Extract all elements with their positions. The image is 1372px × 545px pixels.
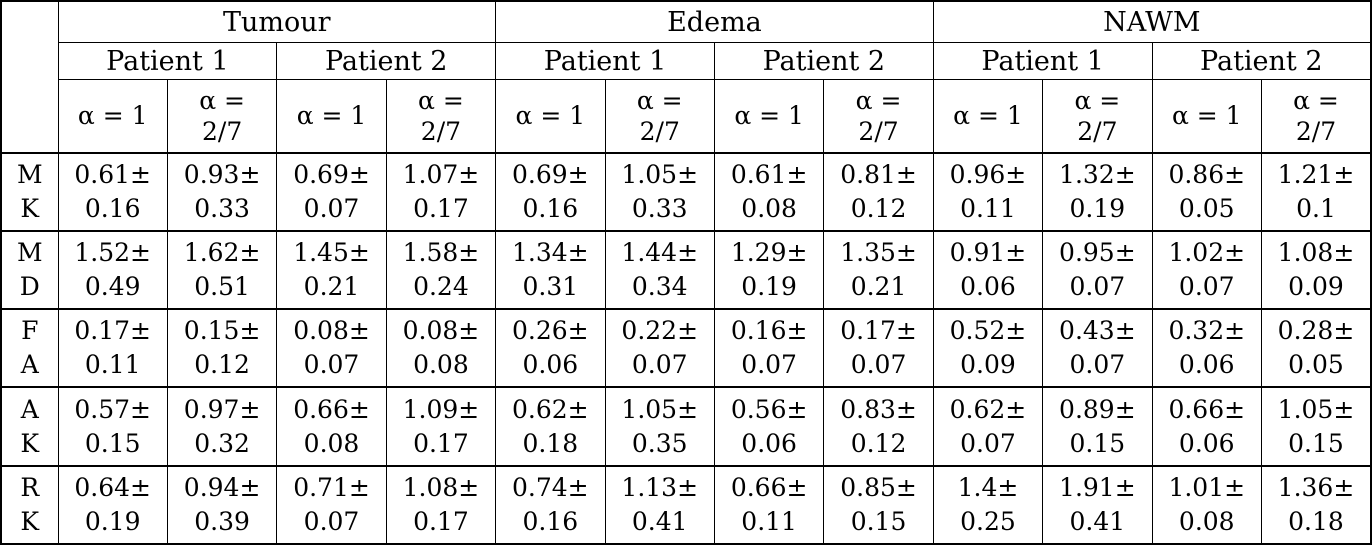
value-cell: 0.26± 0.06 <box>495 308 606 389</box>
value-cell: 1.36± 0.18 <box>1260 464 1372 545</box>
value-cell: 0.52± 0.09 <box>932 308 1044 389</box>
alpha-header-row: α = 1 α = 2/7 α = 1 α = 2/7 α = 1 α = 2/… <box>1 79 1372 154</box>
patient-header-row: Patient 1 Patient 2 Patient 1 Patient 2 … <box>1 42 1372 81</box>
value-cell: 0.56± 0.06 <box>713 386 825 467</box>
region-header-row: Tumour Edema NAWM <box>0 0 1372 154</box>
value-cell: 0.62± 0.18 <box>495 386 606 467</box>
value-cell: 1.34± 0.31 <box>495 229 606 311</box>
value-cell: 0.16± 0.07 <box>713 308 825 389</box>
value-cell: 1.32± 0.19 <box>1042 151 1153 232</box>
patient-header: Patient 1 <box>932 42 1153 81</box>
value-cell: 0.71± 0.07 <box>276 464 387 545</box>
value-cell: 0.66± 0.06 <box>1151 386 1262 467</box>
value-cell: 0.81± 0.12 <box>823 151 934 232</box>
value-cell: 0.17± 0.11 <box>57 308 168 389</box>
patient-header: Patient 1 <box>57 42 278 81</box>
value-cell: 1.52± 0.49 <box>57 229 168 311</box>
table-row: R K 0.64± 0.19 0.94± 0.39 0.71± 0.07 1.08± 0… <box>0 464 1372 545</box>
region-header-edema: Edema <box>495 0 934 44</box>
value-cell: 1.08± 0.17 <box>385 464 497 545</box>
value-cell: 0.96± 0.11 <box>932 151 1044 232</box>
value-cell: 0.61± 0.16 <box>57 151 168 232</box>
value-cell: 1.44± 0.34 <box>604 229 715 311</box>
patient-header: Patient 2 <box>276 42 497 81</box>
value-cell: 1.58± 0.24 <box>385 229 497 311</box>
corner-cell <box>0 0 59 154</box>
value-cell: 0.91± 0.06 <box>932 229 1044 311</box>
alpha-header: α = 2/7 <box>385 79 497 154</box>
value-cell: 0.57± 0.15 <box>57 386 168 467</box>
value-cell: 1.21± 0.1 <box>1260 151 1372 232</box>
value-cell: 0.08± 0.08 <box>385 308 497 389</box>
value-cell: 0.66± 0.11 <box>713 464 825 545</box>
value-cell: 0.15± 0.12 <box>166 308 278 389</box>
value-cell: 0.85± 0.15 <box>823 464 934 545</box>
value-cell: 0.94± 0.39 <box>166 464 278 545</box>
value-cell: 1.05± 0.33 <box>604 151 715 232</box>
value-cell: 1.62± 0.51 <box>166 229 278 311</box>
value-cell: 0.93± 0.33 <box>166 151 278 232</box>
metric-label: A K <box>0 386 59 467</box>
value-cell: 1.09± 0.17 <box>385 386 497 467</box>
alpha-header: α = 1 <box>713 79 825 154</box>
table-row: M D 1.52± 0.49 1.62± 0.51 1.45± 0.21 1.58± 0… <box>0 229 1372 311</box>
value-cell: 1.02± 0.07 <box>1151 229 1262 311</box>
patient-header: Patient 1 <box>495 42 715 81</box>
value-cell: 0.86± 0.05 <box>1151 151 1262 232</box>
alpha-header: α = 1 <box>1151 79 1262 154</box>
patient-header: Patient 2 <box>713 42 934 81</box>
alpha-header: α = 2/7 <box>166 79 278 154</box>
table-row: A K 0.57± 0.15 0.97± 0.32 0.66± 0.08 1.09± 0… <box>0 386 1372 467</box>
value-cell: 0.17± 0.07 <box>823 308 934 389</box>
value-cell: 1.13± 0.41 <box>604 464 715 545</box>
metric-label: M D <box>0 229 59 311</box>
value-cell: 0.89± 0.15 <box>1042 386 1153 467</box>
value-cell: 0.83± 0.12 <box>823 386 934 467</box>
value-cell: 0.69± 0.07 <box>276 151 387 232</box>
value-cell: 0.43± 0.07 <box>1042 308 1153 389</box>
value-cell: 0.62± 0.07 <box>932 386 1044 467</box>
alpha-header: α = 2/7 <box>823 79 934 154</box>
value-cell: 1.29± 0.19 <box>713 229 825 311</box>
patient-header: Patient 2 <box>1151 42 1372 81</box>
value-cell: 0.95± 0.07 <box>1042 229 1153 311</box>
value-cell: 1.35± 0.21 <box>823 229 934 311</box>
region-header-tumour: Tumour <box>57 0 497 44</box>
value-cell: 0.08± 0.07 <box>276 308 387 389</box>
alpha-header: α = 2/7 <box>1042 79 1153 154</box>
value-cell: 0.74± 0.16 <box>495 464 606 545</box>
alpha-header: α = 2/7 <box>1260 79 1372 154</box>
value-cell: 0.32± 0.06 <box>1151 308 1262 389</box>
alpha-header: α = 2/7 <box>604 79 715 154</box>
value-cell: 0.28± 0.05 <box>1260 308 1372 389</box>
value-cell: 0.66± 0.08 <box>276 386 387 467</box>
value-cell: 0.69± 0.16 <box>495 151 606 232</box>
value-cell: 0.61± 0.08 <box>713 151 825 232</box>
region-header-nawm: NAWM <box>932 0 1372 44</box>
value-cell: 1.91± 0.41 <box>1042 464 1153 545</box>
value-cell: 0.97± 0.32 <box>166 386 278 467</box>
value-cell: 1.05± 0.15 <box>1260 386 1372 467</box>
table-row: M K 0.61± 0.16 0.93± 0.33 0.69± 0.07 1.07± 0… <box>0 151 1372 232</box>
value-cell: 1.08± 0.09 <box>1260 229 1372 311</box>
alpha-header: α = 1 <box>495 79 606 154</box>
metric-label: M K <box>0 151 59 232</box>
value-cell: 1.45± 0.21 <box>276 229 387 311</box>
value-cell: 1.07± 0.17 <box>385 151 497 232</box>
value-cell: 0.64± 0.19 <box>57 464 168 545</box>
metric-label: R K <box>0 464 59 545</box>
alpha-header: α = 1 <box>932 79 1044 154</box>
value-cell: 1.4± 0.25 <box>932 464 1044 545</box>
metric-label: F A <box>0 308 59 389</box>
table-row: F A 0.17± 0.11 0.15± 0.12 0.08± 0.07 0.08± 0… <box>0 308 1372 389</box>
alpha-header: α = 1 <box>57 79 168 154</box>
value-cell: 1.05± 0.35 <box>604 386 715 467</box>
value-cell: 0.22± 0.07 <box>604 308 715 389</box>
alpha-header: α = 1 <box>276 79 387 154</box>
value-cell: 1.01± 0.08 <box>1151 464 1262 545</box>
